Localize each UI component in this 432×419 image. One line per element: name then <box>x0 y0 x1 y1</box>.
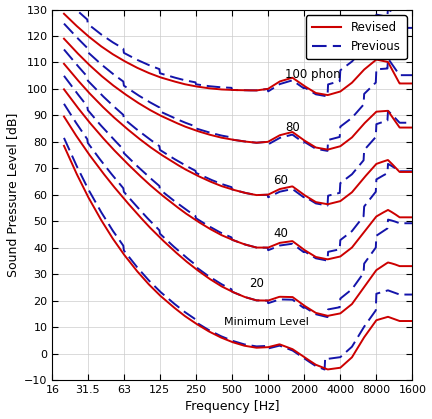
Text: 80: 80 <box>286 121 300 134</box>
Text: 40: 40 <box>273 227 288 240</box>
X-axis label: Frequency [Hz]: Frequency [Hz] <box>185 401 280 414</box>
Legend: Revised, Previous: Revised, Previous <box>306 16 407 59</box>
Text: 60: 60 <box>273 174 288 187</box>
Text: Minimum Level: Minimum Level <box>224 317 309 327</box>
Text: 20: 20 <box>249 277 264 290</box>
Text: 100 phon: 100 phon <box>286 68 341 81</box>
Y-axis label: Sound Pressure Level [dB]: Sound Pressure Level [dB] <box>6 113 19 277</box>
